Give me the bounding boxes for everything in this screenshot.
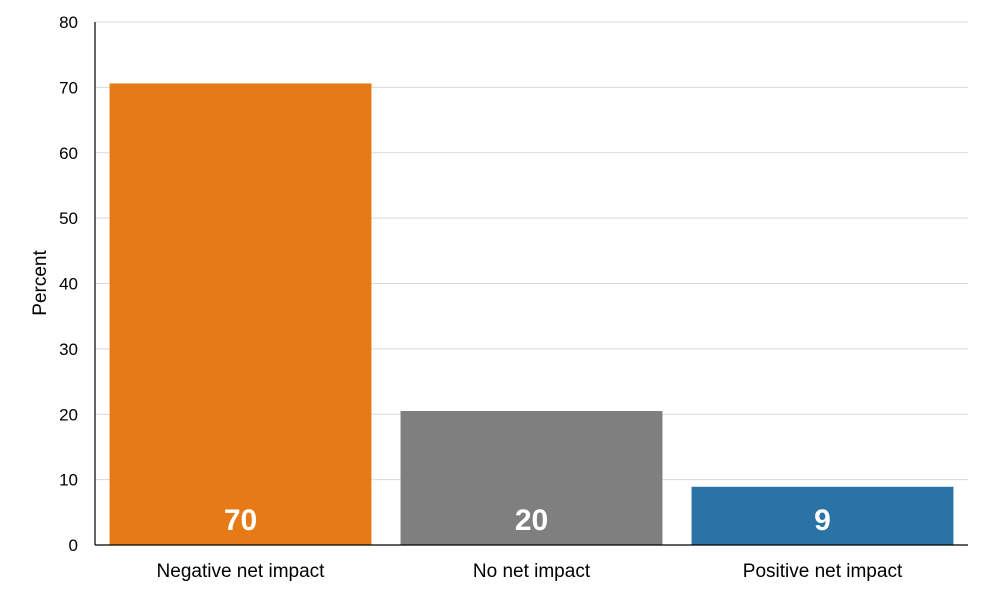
y-tick-label: 50 [59,209,78,228]
x-tick-labels: Negative net impact No net impact Positive… [157,561,903,582]
x-tick-label: Positive net impact [743,561,903,582]
y-tick-label: 80 [59,13,78,32]
x-tick-label: Negative net impact [157,561,326,582]
y-tick-label: 70 [59,78,78,97]
y-tick-label: 0 [69,536,78,555]
y-tick-label: 30 [59,340,78,359]
data-label: 20 [515,504,548,537]
data-label: 70 [224,504,257,537]
data-label: 9 [814,504,831,537]
y-tick-label: 20 [59,405,78,424]
y-tick-label: 10 [59,471,78,490]
bar [691,486,954,545]
x-tick-label: No net impact [473,561,591,582]
y-tick-label: 40 [59,275,78,294]
bar [400,410,663,545]
bar [109,83,372,545]
bars: 70 20 9 [109,83,954,545]
axes [94,22,968,546]
y-tick-label: 60 [59,144,78,163]
y-axis-title: Percent [30,250,51,316]
y-tick-labels: 0 10 20 30 40 50 60 70 80 [59,13,78,555]
